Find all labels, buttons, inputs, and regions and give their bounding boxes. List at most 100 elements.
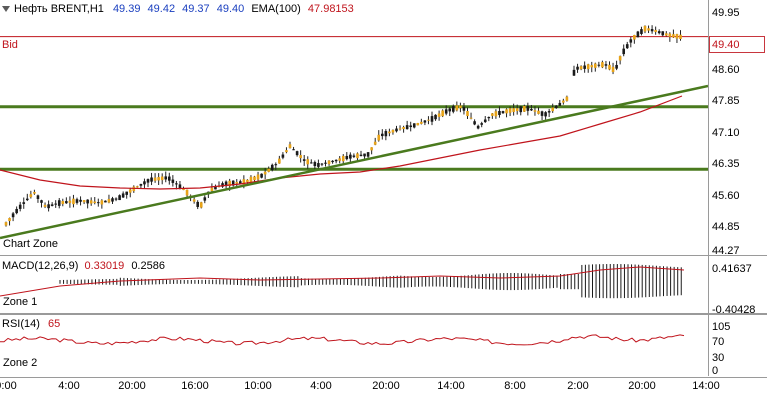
- candle-body: [636, 31, 640, 38]
- candle-body: [18, 204, 22, 209]
- candle-body: [11, 213, 15, 218]
- candle-body: [274, 164, 278, 166]
- macd-label: MACD(12,26,9): [2, 260, 79, 272]
- rsi-pane[interactable]: RSI(14) 65 Zone 2: [0, 315, 708, 376]
- macd-tick: 0.41637: [712, 263, 752, 275]
- candle-body: [618, 56, 622, 61]
- time-tick: 2:00: [567, 380, 589, 392]
- candle-body: [487, 116, 491, 119]
- candle-body: [160, 176, 164, 181]
- candle-body: [267, 168, 270, 172]
- candle-body: [452, 106, 455, 112]
- candle-body: [416, 122, 420, 126]
- candle-body: [47, 204, 50, 209]
- rsi-label: RSI(14): [2, 318, 40, 330]
- candle-body: [675, 34, 679, 39]
- candle-body: [345, 155, 349, 160]
- candle-body: [310, 162, 313, 164]
- candle-body: [594, 63, 597, 68]
- candle-body: [381, 133, 384, 137]
- candle-body: [107, 198, 111, 203]
- time-tick: 20:00: [372, 380, 400, 392]
- candle-body: [168, 176, 171, 181]
- candle-body: [235, 181, 239, 184]
- candle-body: [515, 108, 519, 112]
- candle-body: [597, 64, 601, 66]
- time-tick: 16:00: [181, 380, 209, 392]
- rsi-line: [0, 334, 685, 346]
- bid-price-badge: 49.40: [709, 36, 765, 53]
- main-chart-pane[interactable]: Нефть BRENT,H1 49.39 49.42 49.37 49.40 E…: [0, 0, 708, 255]
- candle-body: [143, 181, 146, 185]
- candle-body: [61, 201, 65, 205]
- rsi-axis[interactable]: [708, 315, 767, 376]
- candle-body: [299, 155, 302, 159]
- candle-body: [462, 107, 466, 111]
- candle-body: [384, 131, 388, 137]
- candle-body: [270, 164, 274, 171]
- candle-body: [4, 222, 8, 226]
- candle-body: [118, 195, 121, 201]
- candle-body: [615, 64, 618, 69]
- close-value: 49.40: [216, 3, 245, 15]
- candle-body: [164, 176, 168, 180]
- ema-value: 47.98153: [307, 3, 354, 15]
- macd-signal-value: 0.2586: [131, 260, 165, 272]
- candle-body: [498, 110, 501, 115]
- candle-body: [125, 191, 128, 195]
- candle-body: [611, 66, 615, 72]
- candle-body: [633, 35, 636, 40]
- candle-body: [214, 186, 217, 190]
- candle-body: [668, 33, 672, 37]
- candle-body: [82, 200, 86, 203]
- candle-body: [210, 187, 214, 192]
- collapse-triangle-icon[interactable]: [2, 6, 10, 13]
- price-chart-canvas[interactable]: [0, 0, 708, 255]
- candle-body: [352, 155, 356, 157]
- candle-body: [444, 109, 448, 114]
- macd-legend: MACD(12,26,9) 0.33019 0.2586: [2, 260, 165, 272]
- pane-separator[interactable]: [0, 255, 767, 256]
- candle-body: [537, 110, 540, 114]
- candle-body: [239, 181, 242, 184]
- candle-body: [278, 158, 281, 164]
- candle-body: [661, 31, 665, 36]
- pane-separator[interactable]: [0, 313, 767, 315]
- time-tick: 4:00: [310, 380, 332, 392]
- candle-body: [231, 180, 235, 186]
- price-tick: 48.60: [712, 64, 740, 76]
- candle-body: [363, 153, 366, 157]
- trend-line: [0, 84, 708, 240]
- candle-body: [459, 105, 462, 109]
- candle-body: [285, 150, 288, 153]
- candle-body: [395, 128, 398, 132]
- macd-signal-line: [0, 266, 685, 297]
- candle-body: [199, 202, 203, 208]
- macd-tick: -0.40428: [712, 304, 756, 316]
- rsi-canvas[interactable]: [0, 315, 708, 376]
- candle-body: [494, 111, 498, 117]
- time-axis[interactable]: [0, 377, 767, 404]
- candle-body: [139, 183, 143, 186]
- candle-body: [526, 106, 530, 111]
- macd-axis[interactable]: [708, 256, 767, 313]
- candle-body: [349, 154, 352, 159]
- macd-canvas[interactable]: [0, 256, 708, 313]
- candle-body: [551, 107, 554, 112]
- macd-pane[interactable]: MACD(12,26,9) 0.33019 0.2586 Zone 1: [0, 256, 708, 313]
- candle-body: [554, 105, 558, 108]
- candle-body: [366, 152, 370, 157]
- time-tick: 20:00: [118, 380, 146, 392]
- candle-body: [412, 123, 416, 128]
- candle-body: [72, 198, 75, 205]
- candles: [4, 25, 682, 227]
- candle-body: [583, 65, 586, 69]
- candle-body: [146, 179, 150, 183]
- candle-body: [15, 208, 18, 214]
- candle-body: [409, 125, 412, 128]
- chart-legend: Нефть BRENT,H1 49.39 49.42 49.37 49.40 E…: [2, 3, 354, 15]
- candle-body: [427, 119, 430, 121]
- candle-body: [50, 204, 54, 206]
- time-tick: 9:00: [0, 380, 17, 392]
- macd-value: 0.33019: [84, 260, 125, 272]
